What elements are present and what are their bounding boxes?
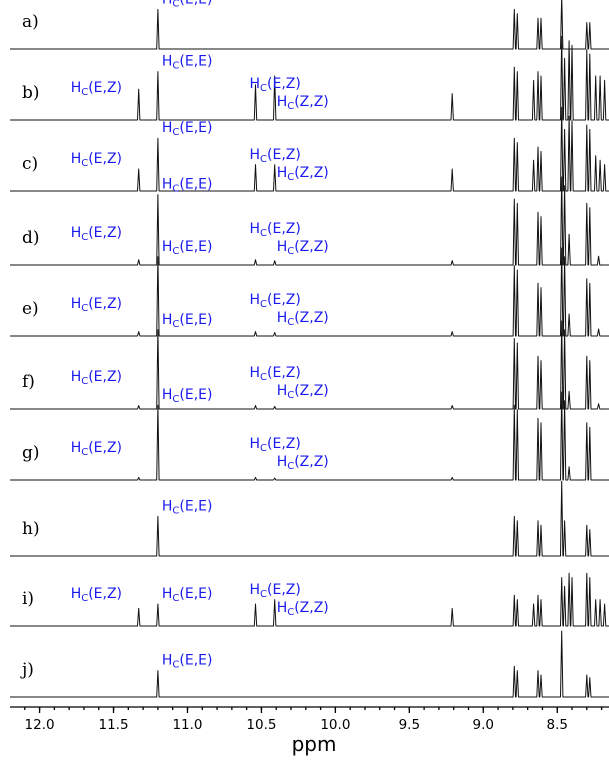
spectrum-trace	[10, 572, 609, 627]
peak-label: HC(Z,Z)	[277, 310, 329, 328]
peak-label: HC(E,E)	[162, 653, 213, 671]
peak-label: HC(Z,Z)	[277, 383, 329, 401]
peak-label: HC(E,Z)	[71, 586, 122, 604]
panel-label: c)	[22, 154, 38, 174]
panel-label: j)	[20, 660, 34, 680]
panel-label: i)	[22, 589, 34, 609]
spectrum-trace	[10, 247, 609, 337]
peak-label: HC(E,Z)	[71, 225, 122, 243]
panel-label: b)	[22, 83, 40, 103]
peak-label: HC(E,E)	[162, 312, 213, 330]
peak-label: HC(E,Z)	[250, 365, 301, 383]
spectrum-trace	[10, 480, 609, 557]
spectrum-trace	[10, 391, 609, 481]
peak-label: HC(E,Z)	[250, 292, 301, 310]
x-axis: 12.0 11.5 11.0 10.5 10.0 9.5 9.0 8.5 ppm	[10, 706, 609, 756]
peak-label: HC(Z,Z)	[277, 600, 329, 618]
spectrum-trace	[10, 630, 609, 698]
x-axis-ticks: 12.0 11.5 11.0 10.5 10.0 9.5 9.0 8.5	[24, 707, 603, 733]
peak-label: HC(E,Z)	[71, 151, 122, 169]
x-tick-label: 11.0	[172, 717, 202, 733]
x-tick-label: 9.5	[399, 717, 420, 733]
x-tick-label: 9.0	[473, 717, 494, 733]
peak-label: HC(E,Z)	[71, 80, 122, 98]
x-tick-label: 12.0	[25, 717, 55, 733]
peak-label: HC(Z,Z)	[277, 454, 329, 472]
peak-label: HC(E,E)	[162, 239, 213, 257]
peak-label: HC(Z,Z)	[277, 165, 329, 183]
x-tick-label: 11.5	[98, 717, 128, 733]
peak-label: HC(Z,Z)	[277, 94, 329, 112]
panel-labels: a) b) c) d) e) f) g) h) i) j)	[20, 12, 40, 680]
panel-label: f)	[22, 372, 35, 392]
peak-label: HC(E,Z)	[250, 436, 301, 454]
panel-label: g)	[22, 443, 40, 463]
peak-label: HC(E,Z)	[71, 440, 122, 458]
peak-label: HC(E,E)	[162, 177, 213, 195]
peak-label: HC(Z,Z)	[277, 239, 329, 257]
x-tick-label: 8.5	[546, 717, 567, 733]
panel-label: a)	[22, 12, 39, 32]
peak-label: HC(E,Z)	[250, 76, 301, 94]
spectra-traces	[10, 0, 609, 698]
spectrum-trace	[10, 320, 609, 410]
x-axis-title: ppm	[292, 732, 337, 756]
spectrum-trace	[10, 35, 609, 121]
peak-label: HC(E,Z)	[71, 369, 122, 387]
x-tick-label: 10.5	[246, 717, 276, 733]
spectrum-trace	[10, 0, 609, 50]
peak-label: HC(E,E)	[162, 387, 213, 405]
spectrum-trace	[10, 106, 609, 192]
peak-label: HC(E,E)	[162, 120, 213, 138]
peak-label: HC(E,E)	[162, 0, 213, 9]
peak-labels: HC(E,E)HC(E,Z)HC(E,E)HC(E,Z)HC(Z,Z)HC(E,…	[71, 0, 329, 671]
peak-label: HC(E,E)	[162, 498, 213, 516]
panel-label: e)	[22, 299, 39, 319]
x-tick-label: 10.0	[320, 717, 350, 733]
panel-label: d)	[22, 228, 40, 248]
peak-label: HC(E,Z)	[71, 296, 122, 314]
peak-label: HC(E,Z)	[250, 147, 301, 165]
spectrum-trace	[10, 176, 609, 266]
peak-label: HC(E,E)	[162, 54, 213, 72]
peak-label: HC(E,E)	[162, 586, 213, 604]
panel-label: h)	[22, 519, 40, 539]
peak-label: HC(E,Z)	[250, 221, 301, 239]
peak-label: HC(E,Z)	[250, 582, 301, 600]
